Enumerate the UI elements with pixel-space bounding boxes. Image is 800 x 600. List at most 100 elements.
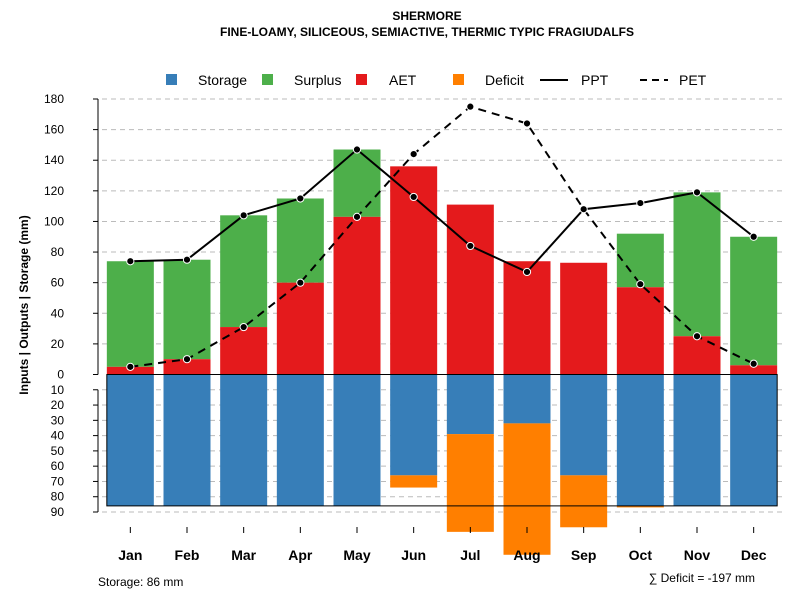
storage-bar (333, 374, 381, 506)
aet-bar (276, 282, 324, 375)
legend-label-ppt: PPT (581, 72, 609, 88)
surplus-bar (220, 215, 268, 328)
y-tick-label: 30 (51, 413, 65, 427)
pet-point (466, 102, 475, 111)
legend-swatch-storage (166, 74, 177, 85)
storage-bar (106, 374, 154, 506)
lines-layer (126, 102, 758, 371)
storage-bar (560, 374, 608, 476)
y-tick-label: 100 (44, 214, 64, 228)
ppt-point (296, 194, 305, 203)
surplus-bar (333, 149, 381, 217)
deficit-bar (446, 434, 494, 532)
storage-bar (276, 374, 324, 506)
legend-swatch-deficit (453, 74, 464, 85)
storage-bar (673, 374, 721, 506)
y-tick-label: 20 (51, 398, 65, 412)
storage-bar (390, 374, 438, 476)
ppt-line (130, 148, 755, 274)
legend-swatch-aet (356, 74, 367, 85)
ppt-point (352, 145, 362, 154)
y-tick-label: 120 (44, 184, 64, 198)
aet-bar (503, 261, 551, 375)
aet-bar (163, 359, 211, 375)
ppt-point (692, 188, 702, 197)
ppt-point (182, 255, 192, 264)
aet-bar (730, 365, 778, 375)
y-tick-label: 160 (44, 123, 64, 137)
ppt-point (126, 257, 135, 266)
aet-bar (446, 204, 494, 375)
deficit-bar (390, 475, 438, 488)
pet-point (239, 322, 248, 332)
legend-label-pet: PET (679, 72, 707, 88)
chart-title: SHERMORE (392, 9, 461, 23)
storage-bar (503, 374, 551, 424)
deficit-bar (560, 475, 608, 528)
y-tick-label: 20 (51, 337, 65, 351)
pet-point (409, 150, 418, 159)
x-tick-label: Feb (175, 547, 200, 563)
legend-label-aet: AET (389, 72, 417, 88)
y-axis-label: Inputs | Outputs | Storage (mm) (17, 215, 31, 394)
pet-point (522, 119, 532, 128)
ppt-point (749, 232, 758, 241)
y-tick-label: 180 (44, 92, 64, 106)
x-tick-label: Apr (288, 547, 313, 563)
y-tick-label: 40 (51, 306, 65, 320)
pet-point (352, 212, 362, 221)
chart-subtitle: FINE-LOAMY, SILICEOUS, SEMIACTIVE, THERM… (220, 25, 634, 39)
ppt-point (409, 192, 418, 202)
surplus-bar (616, 233, 664, 288)
aet-bar (333, 216, 381, 375)
pet-point (636, 280, 645, 289)
storage-bar (616, 374, 664, 506)
storage-bar (730, 374, 778, 506)
y-axis: 0204060801001201401601801020304050607080… (44, 92, 99, 519)
storage-bar (220, 374, 268, 506)
deficit-bar (616, 505, 664, 508)
legend-label-storage: Storage (198, 72, 247, 88)
aet-bar (673, 336, 721, 375)
surplus-bar (673, 192, 721, 337)
x-tick-label: Mar (231, 547, 256, 563)
surplus-bar (276, 198, 324, 283)
x-axis-labels: Jan Feb Mar Apr May Jun Jul Aug Sep Oct Nov Dec (118, 527, 767, 563)
bars-layer (106, 149, 778, 555)
aet-bar (220, 327, 268, 375)
y-tick-label: 90 (51, 505, 65, 519)
x-tick-label: May (343, 547, 370, 563)
pet-point (126, 362, 135, 371)
ppt-point (466, 241, 475, 251)
x-tick-label: Dec (741, 547, 767, 563)
legend-label-surplus: Surplus (294, 72, 341, 88)
x-tick-label: Jan (118, 547, 142, 563)
y-tick-label: 80 (51, 245, 65, 259)
storage-bar (163, 374, 211, 506)
y-tick-label: 10 (51, 383, 65, 397)
ppt-point (239, 211, 248, 220)
y-tick-label: 60 (51, 276, 65, 290)
y-tick-label: 140 (44, 153, 64, 167)
legend-swatch-surplus (262, 74, 273, 85)
ppt-point (579, 205, 588, 214)
y-tick-label: 0 (57, 368, 64, 382)
pet-point (749, 359, 758, 368)
aet-bar (616, 287, 664, 375)
legend-label-deficit: Deficit (485, 72, 524, 88)
deficit-bar (503, 423, 551, 555)
x-tick-label: Jul (460, 547, 480, 563)
deficit-note: ∑ Deficit = -197 mm (649, 571, 755, 585)
aet-bar (560, 262, 608, 375)
y-tick-label: 80 (51, 490, 65, 504)
x-tick-label: Sep (571, 547, 597, 563)
pet-point (692, 332, 702, 341)
x-tick-label: Jun (401, 547, 426, 563)
x-tick-label: Oct (629, 547, 653, 563)
y-tick-label: 50 (51, 444, 65, 458)
surplus-bar (106, 261, 154, 367)
ppt-point (522, 267, 532, 277)
y-tick-label: 40 (51, 429, 65, 443)
surplus-bar (730, 236, 778, 366)
